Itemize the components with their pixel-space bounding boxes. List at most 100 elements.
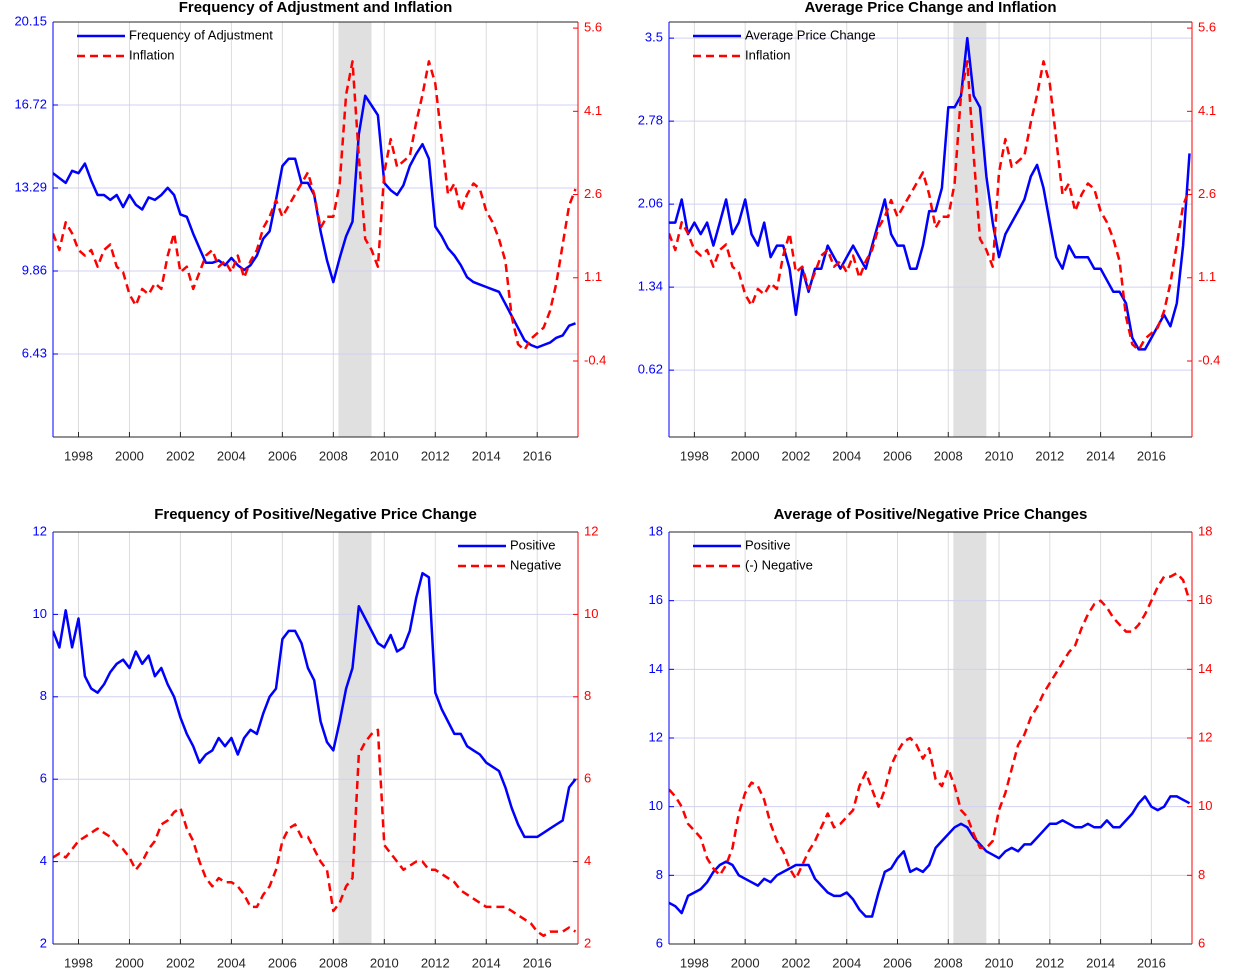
legend-label: Inflation: [129, 47, 175, 62]
x-tick-label: 1998: [680, 448, 709, 463]
legend-label: Positive: [745, 537, 791, 552]
shaded-region: [338, 532, 372, 944]
x-tick-label: 2014: [1086, 955, 1115, 970]
x-tick-label: 2016: [1137, 955, 1166, 970]
y2-tick-label: 5.6: [1198, 20, 1216, 35]
subplot: 1998 2000 2002 2004 2006 2008 2010 2012 2014 2016…: [638, 0, 1221, 463]
y2-tick-label: 12: [1198, 729, 1212, 744]
x-tick-label: 2000: [731, 955, 760, 970]
x-tick-label: 2010: [370, 448, 399, 463]
x-tick-label: 2016: [523, 448, 552, 463]
legend-label: (-) Negative: [745, 557, 813, 572]
y-tick-label: 12: [33, 523, 47, 538]
legend-label: Positive: [510, 537, 556, 552]
series-line: [669, 60, 1191, 352]
legend-label: Negative: [510, 557, 561, 572]
y-tick-label: 14: [649, 661, 663, 676]
y2-tick-label: 4.1: [1198, 103, 1216, 118]
x-tick-label: 2010: [985, 448, 1014, 463]
x-tick-label: 2004: [832, 955, 861, 970]
y2-tick-label: -0.4: [584, 352, 606, 367]
y2-tick-label: 1.1: [584, 269, 602, 284]
x-tick-label: 2006: [268, 448, 297, 463]
x-tick-label: 2006: [268, 955, 297, 970]
x-tick-label: 2012: [421, 448, 450, 463]
x-tick-label: 2004: [217, 955, 246, 970]
y-tick-label: 6.43: [22, 345, 47, 360]
y-tick-label: 20.15: [14, 13, 47, 28]
y2-tick-label: 2.6: [1198, 186, 1216, 201]
y2-tick-label: 2.6: [584, 186, 602, 201]
x-tick-label: 2000: [731, 448, 760, 463]
x-tick-label: 2008: [934, 448, 963, 463]
x-tick-label: 2002: [166, 448, 195, 463]
y2-tick-label: 10: [584, 606, 598, 621]
y-tick-label: 4: [40, 853, 47, 868]
y-tick-label: 8: [656, 867, 663, 882]
subplot: 1998 2000 2002 2004 2006 2008 2010 2012 2014 2016…: [14, 0, 606, 463]
plot-area: [53, 22, 578, 437]
y2-tick-label: 4: [584, 853, 591, 868]
y2-tick-label: 6: [584, 771, 591, 786]
y-tick-label: 1.34: [638, 279, 663, 294]
series-line: [669, 795, 1191, 918]
x-tick-label: 1998: [680, 955, 709, 970]
x-tick-label: 2000: [115, 955, 144, 970]
plot-area: [669, 22, 1192, 437]
x-tick-label: 2012: [421, 955, 450, 970]
x-tick-label: 2004: [832, 448, 861, 463]
y2-tick-label: 18: [1198, 523, 1212, 538]
y-tick-label: 2.06: [638, 196, 663, 211]
y-tick-label: 0.62: [638, 362, 663, 377]
x-tick-label: 2012: [1035, 955, 1064, 970]
y2-tick-label: 14: [1198, 661, 1212, 676]
y2-tick-label: 16: [1198, 592, 1212, 607]
x-tick-label: 2006: [883, 955, 912, 970]
y-tick-label: 13.29: [14, 179, 47, 194]
y2-tick-label: 12: [584, 523, 598, 538]
x-tick-label: 2002: [166, 955, 195, 970]
y-tick-label: 2: [40, 935, 47, 950]
y-tick-label: 10: [649, 798, 663, 813]
x-tick-label: 2000: [115, 448, 144, 463]
x-tick-label: 2014: [472, 955, 501, 970]
y-tick-label: 9.86: [22, 262, 47, 277]
y-tick-label: 18: [649, 523, 663, 538]
legend-label: Frequency of Adjustment: [129, 27, 273, 42]
legend-label: Inflation: [745, 47, 791, 62]
x-tick-label: 2012: [1035, 448, 1064, 463]
y2-tick-label: 6: [1198, 935, 1205, 950]
series-line: [669, 571, 1191, 881]
shaded-region: [953, 22, 987, 437]
x-tick-label: 2002: [781, 955, 810, 970]
chart-title: Average Price Change and Inflation: [804, 0, 1056, 16]
x-tick-label: 2008: [319, 448, 348, 463]
series-line: [669, 36, 1191, 351]
x-tick-label: 2010: [370, 955, 399, 970]
y-tick-label: 2.78: [638, 113, 663, 128]
x-tick-label: 2016: [523, 955, 552, 970]
x-tick-label: 2006: [883, 448, 912, 463]
x-tick-label: 1998: [64, 448, 93, 463]
y-tick-label: 10: [33, 606, 47, 621]
x-tick-label: 1998: [64, 955, 93, 970]
y2-tick-label: 10: [1198, 798, 1212, 813]
y2-tick-label: 8: [1198, 867, 1205, 882]
series-line: [53, 728, 577, 938]
chart-title: Average of Positive/Negative Price Chang…: [774, 506, 1088, 523]
subplot: 1998 2000 2002 2004 2006 2008 2010 2012 2014 2016…: [649, 506, 1213, 970]
x-tick-label: 2016: [1137, 448, 1166, 463]
y2-tick-label: -0.4: [1198, 352, 1220, 367]
x-tick-label: 2008: [319, 955, 348, 970]
chart-title: Frequency of Adjustment and Inflation: [179, 0, 453, 16]
y-tick-label: 8: [40, 688, 47, 703]
plot-area: [53, 532, 578, 944]
x-tick-label: 2004: [217, 448, 246, 463]
shaded-region: [338, 22, 372, 437]
series-line: [53, 60, 577, 352]
subplot: 1998 2000 2002 2004 2006 2008 2010 2012 2014 2016…: [33, 506, 599, 970]
y-tick-label: 12: [649, 729, 663, 744]
y2-tick-label: 8: [584, 688, 591, 703]
legend-label: Average Price Change: [745, 27, 876, 42]
